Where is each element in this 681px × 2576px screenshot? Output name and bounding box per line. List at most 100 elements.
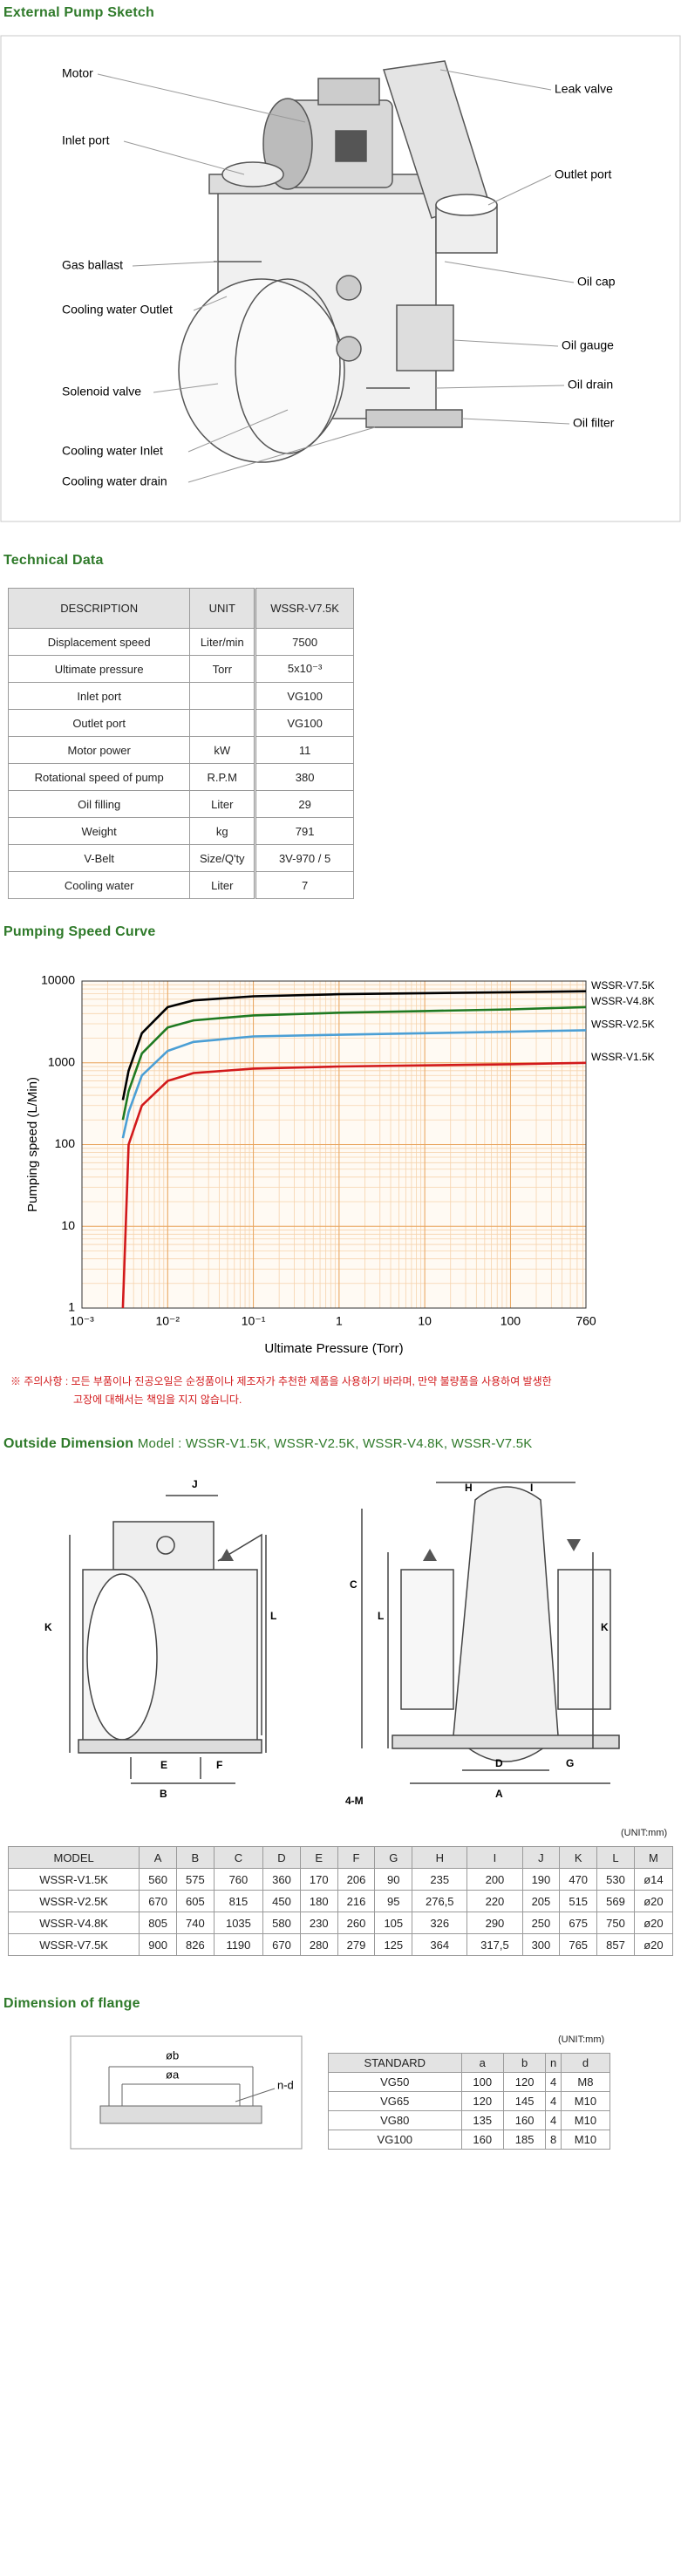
- row: Oil filling Liter 29: [7, 790, 354, 818]
- cell: 160: [502, 2110, 547, 2130]
- cell: Liter: [189, 790, 257, 818]
- cell: VG80: [328, 2110, 462, 2130]
- row: Displacement speed Liter/min 7500: [7, 628, 354, 656]
- cell: 326: [412, 1912, 468, 1934]
- dimension-drawing: [69, 1482, 620, 1784]
- series-label: WSSR-V1.5K: [591, 1051, 655, 1063]
- header-row: DESCRIPTION UNIT WSSR-V7.5K: [7, 588, 354, 629]
- header-cell: A: [139, 1846, 177, 1869]
- dimension-label: B: [160, 1788, 167, 1800]
- cell: 95: [374, 1890, 413, 1912]
- dimension-label: G: [566, 1757, 574, 1769]
- cell: 1190: [213, 1933, 264, 1956]
- cell: 900: [139, 1933, 177, 1956]
- cell: ø20: [633, 1890, 674, 1912]
- cell: VG50: [328, 2072, 462, 2092]
- cell: 805: [139, 1912, 177, 1934]
- series-line: [121, 1005, 587, 1121]
- dimension-label: K: [601, 1621, 609, 1633]
- series-line: [121, 1029, 587, 1139]
- section-title: Pumping Speed Curve: [3, 924, 156, 939]
- header-row: MODEL A B C D E F G H I J K L M: [7, 1846, 674, 1869]
- cell: 1035: [213, 1912, 264, 1934]
- cell: 580: [262, 1912, 301, 1934]
- series-label: WSSR-V4.8K: [591, 995, 655, 1007]
- row: WSSR-V1.5K 560 575 760 360 170 206 90 235 200 190 4…: [7, 1868, 674, 1891]
- cell: 380: [255, 763, 354, 791]
- sketch-label: Solenoid valve: [62, 385, 141, 399]
- sketch-label: Oil cap: [577, 275, 616, 289]
- cell: 235: [412, 1868, 468, 1891]
- cell: 216: [337, 1890, 376, 1912]
- y-tick-label: 1: [68, 1300, 75, 1314]
- unit: (UNIT:mm): [621, 1828, 668, 1838]
- cell: 470: [559, 1868, 598, 1891]
- dimension-label: I: [530, 1482, 533, 1494]
- cell: 317,5: [466, 1933, 523, 1956]
- speed-chart: 1 10 100 1000 10000 10⁻³ 10⁻² 10⁻¹ 1 10 100 760 Ulti…: [25, 973, 655, 1356]
- flange-label: øa: [166, 2068, 180, 2081]
- x-tick-label: 1: [336, 1314, 343, 1328]
- cell: Ultimate pressure: [7, 655, 191, 683]
- cell: 760: [213, 1868, 264, 1891]
- sketch-label: Oil gauge: [562, 338, 614, 352]
- x-tick-label: 760: [575, 1314, 596, 1328]
- cell: 205: [521, 1890, 561, 1912]
- row: Weight kg 791: [7, 817, 354, 845]
- header-cell: F: [337, 1846, 376, 1869]
- cell: 670: [139, 1890, 177, 1912]
- dimension-label: J: [192, 1478, 198, 1490]
- sketch-label: Motor: [62, 66, 93, 80]
- cell: 220: [466, 1890, 523, 1912]
- y-tick-label: 10000: [41, 973, 75, 987]
- cell: 125: [374, 1933, 413, 1956]
- cell: 300: [521, 1933, 561, 1956]
- cell: 560: [139, 1868, 177, 1891]
- header-cell: K: [559, 1846, 598, 1869]
- cell: 180: [299, 1890, 338, 1912]
- cell: Size/Q'ty: [189, 844, 257, 872]
- cell: 90: [374, 1868, 413, 1891]
- pump-sketch: [178, 60, 498, 463]
- cell: 515: [559, 1890, 598, 1912]
- header-cell: a: [460, 2053, 504, 2073]
- sketch-label: Cooling water Outlet: [62, 303, 173, 317]
- header-cell: H: [412, 1846, 468, 1869]
- cell: 170: [299, 1868, 338, 1891]
- header-cell: D: [262, 1846, 301, 1869]
- dimension-label: L: [378, 1610, 384, 1622]
- cell: ø20: [633, 1933, 674, 1956]
- cell: 575: [175, 1868, 215, 1891]
- note-line: ※ 주의사항 : 모든 부품이나 진공오일은 순정품이나 제조자가 추천한 제품…: [10, 1375, 552, 1387]
- x-tick-label: 10: [418, 1314, 432, 1328]
- header-row: STANDARD a b n d: [328, 2053, 611, 2073]
- flange-table: STANDARD a b n d VG50 100 120 4 M8 VG65 120 145 4 M10 V…: [328, 2053, 611, 2150]
- x-tick-label: 10⁻¹: [242, 1314, 266, 1328]
- dimension-label: E: [160, 1759, 167, 1771]
- header-cell: b: [502, 2053, 547, 2073]
- dimension-label: D: [495, 1757, 503, 1769]
- cell: Motor power: [7, 736, 191, 764]
- cell: 8: [545, 2130, 562, 2150]
- header-cell: MODEL: [7, 1846, 140, 1869]
- header-cell: DESCRIPTION: [7, 588, 191, 629]
- flange-label: øb: [166, 2048, 179, 2061]
- row: Outlet port VG100: [7, 709, 354, 737]
- sketch-label: Outlet port: [555, 167, 611, 181]
- cell: 4: [545, 2072, 562, 2092]
- dimension-label: C: [350, 1578, 358, 1591]
- cell: 29: [255, 790, 354, 818]
- section-title: Dimension of flange: [3, 1996, 140, 2011]
- cell: 120: [460, 2091, 504, 2111]
- row: WSSR-V4.8K 805 740 1035 580 230 260 105 326 290 25…: [7, 1912, 674, 1934]
- header-cell: STANDARD: [328, 2053, 462, 2073]
- row: Ultimate pressure Torr 5x10⁻³: [7, 655, 354, 683]
- cell: 670: [262, 1933, 301, 1956]
- cell: 280: [299, 1933, 338, 1956]
- cell: 100: [460, 2072, 504, 2092]
- cell: ø14: [633, 1868, 674, 1891]
- flange-drawing: [70, 2035, 303, 2150]
- series-label: WSSR-V7.5K: [591, 979, 655, 992]
- cell: Torr: [189, 655, 257, 683]
